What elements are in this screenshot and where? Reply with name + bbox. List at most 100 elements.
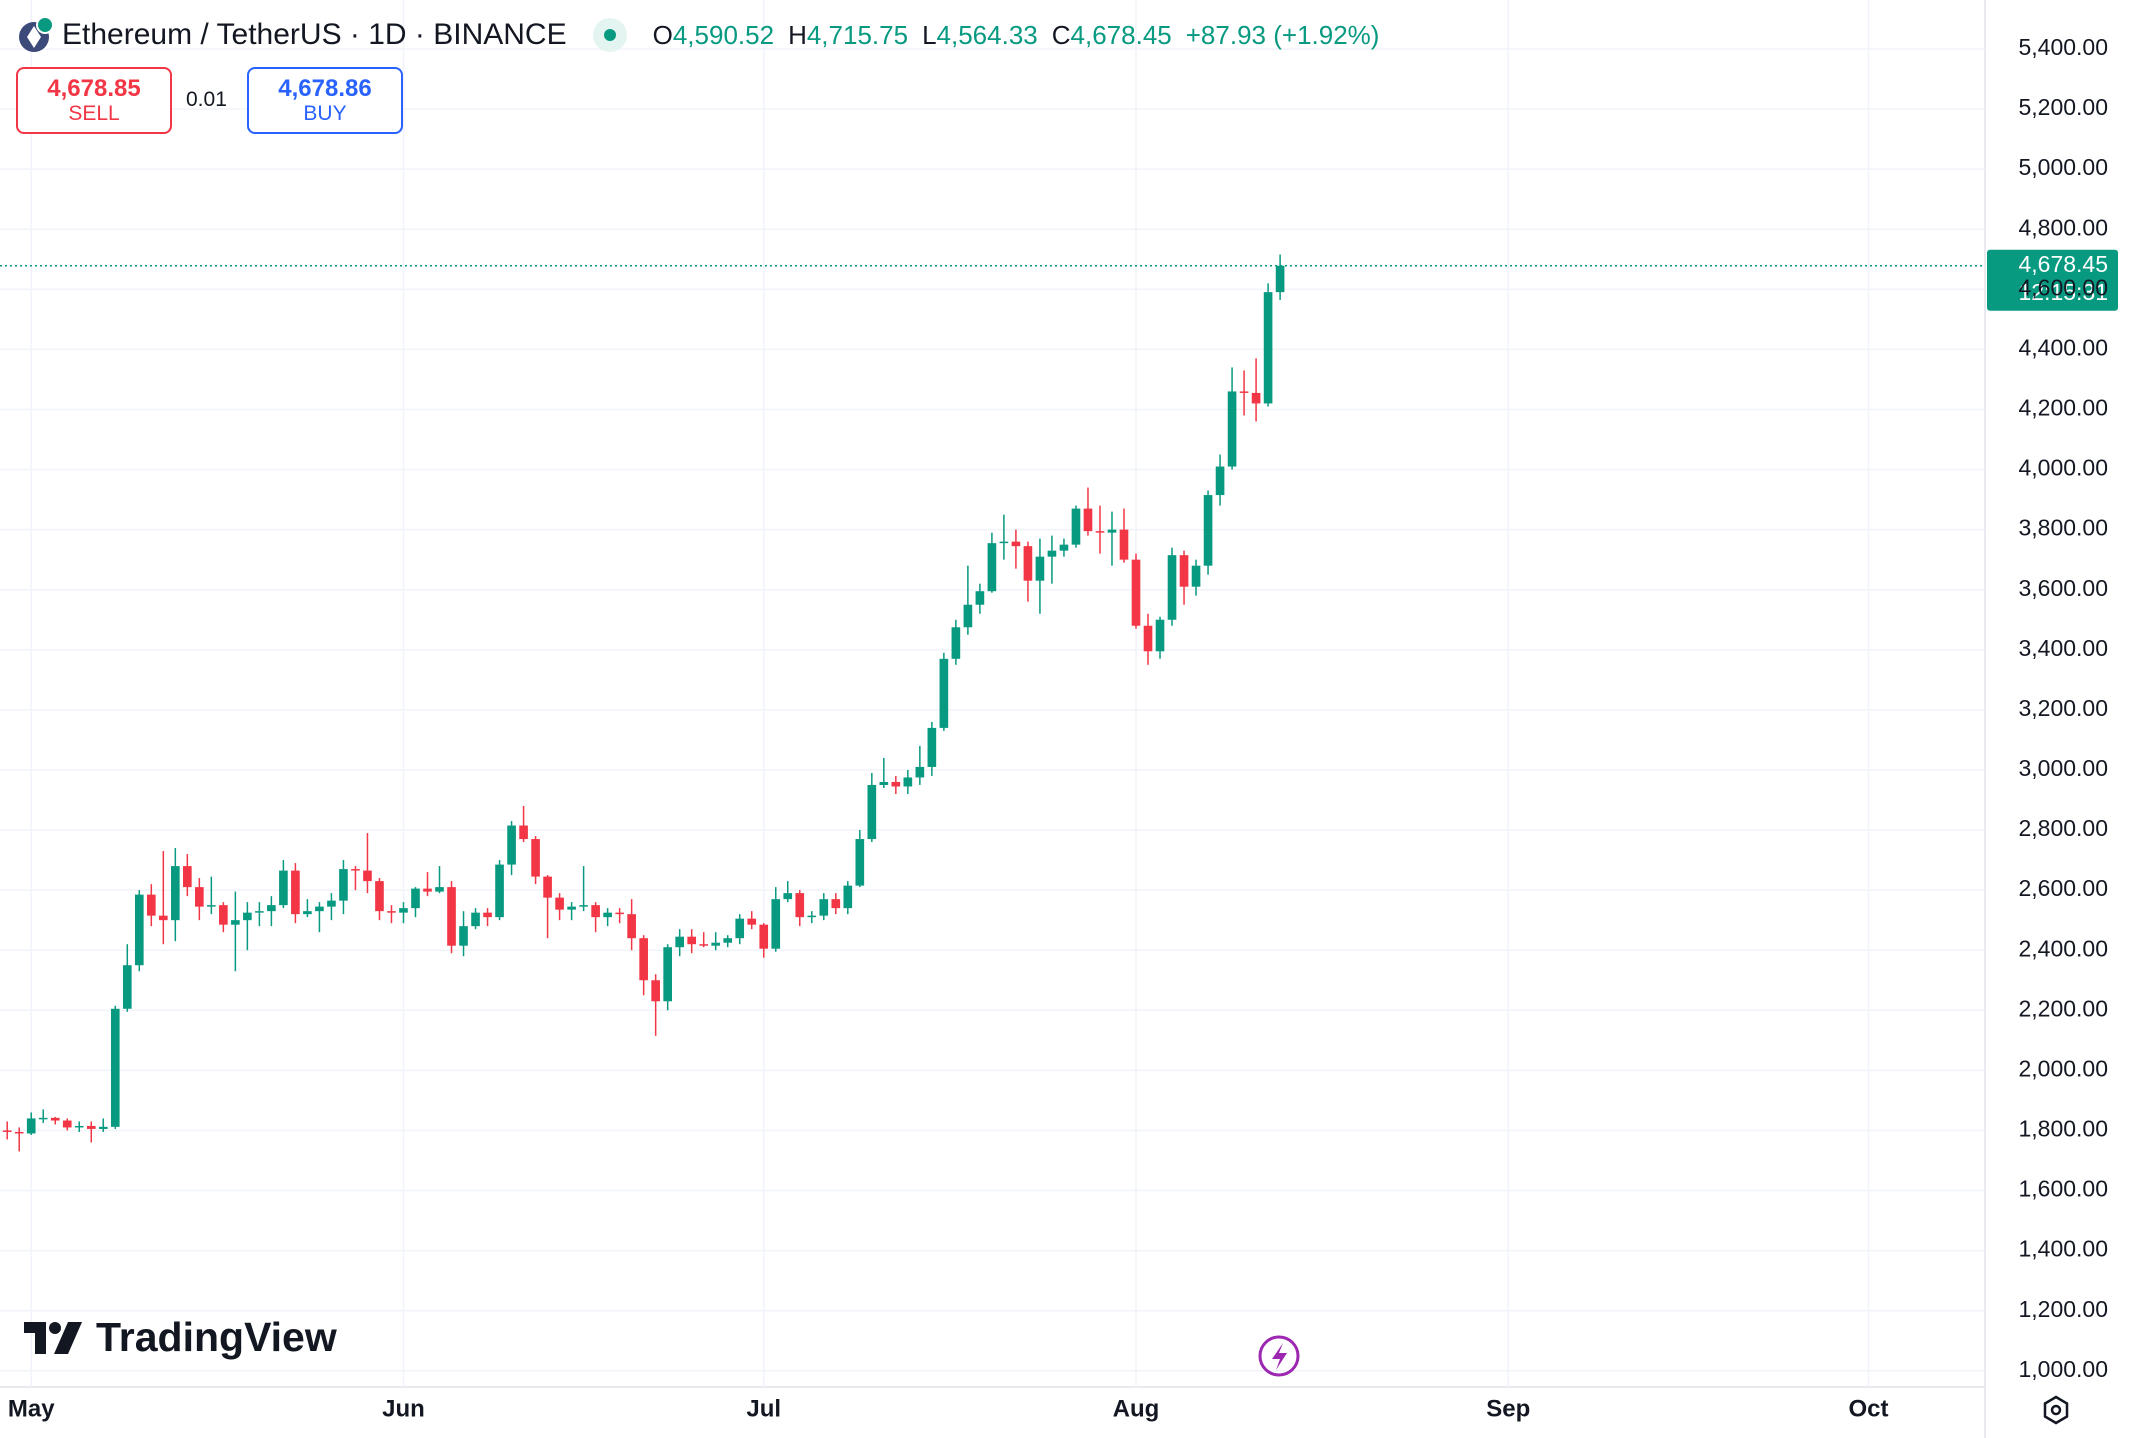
candle-body (1227, 391, 1237, 467)
logo-part (24, 1322, 46, 1354)
candle-body (987, 543, 997, 592)
candle-body (795, 893, 805, 918)
y-tick-label: 4,400.00 (2018, 334, 2108, 360)
logo-part (49, 1322, 61, 1334)
candle-body (195, 887, 204, 907)
last-price-label: 4,678.45 (2018, 251, 2108, 277)
candle-body (783, 893, 793, 900)
candle-body (1107, 529, 1117, 533)
candle-body (399, 908, 408, 913)
x-tick-label: Jun (382, 1395, 425, 1422)
candle-body (483, 912, 492, 918)
x-tick-label: Sep (1486, 1395, 1530, 1422)
candle-body (831, 899, 841, 909)
candle-body (1275, 265, 1285, 293)
candle-body (50, 1117, 60, 1121)
symbol-logo (19, 16, 54, 52)
candle-body (627, 914, 636, 939)
candle-body (158, 915, 168, 921)
candle-body (903, 777, 913, 787)
candle-body (543, 876, 552, 898)
candle-body (435, 887, 444, 892)
symbol-title: Ethereum / TetherUS · 1D · BINANCE (62, 18, 567, 51)
candle-body (1155, 619, 1165, 652)
candle-body (1035, 556, 1045, 581)
candle-body (2, 1130, 12, 1132)
candle-body (507, 825, 516, 865)
candle-body (375, 881, 384, 912)
candle-body (1251, 392, 1261, 404)
status-dot (603, 29, 616, 41)
candle-body (495, 864, 504, 918)
buy-button[interactable]: 4,678.86 BUY (247, 67, 403, 134)
candle-body (26, 1118, 36, 1134)
candle-body (1071, 508, 1081, 545)
high-label: H (788, 19, 807, 50)
candle-body (74, 1125, 84, 1128)
candle-body (1215, 466, 1225, 496)
candle-body (807, 915, 817, 918)
candle-body (1263, 292, 1273, 404)
lightning-circle[interactable] (1258, 1335, 1300, 1377)
candle-body (1143, 625, 1153, 652)
sell-label: SELL (68, 102, 120, 126)
candle-body (146, 894, 156, 916)
candle-body (411, 888, 420, 909)
ohlc: O 4,590.52 H 4,715.75 L 4,564.33 C 4,678.45 … (653, 20, 1380, 51)
candle-body (1119, 529, 1129, 560)
candle-body (255, 911, 264, 913)
candle-body (14, 1131, 24, 1134)
candle-body (963, 604, 973, 628)
candle-body (927, 727, 937, 767)
x-tick-label: Aug (1113, 1395, 1160, 1422)
tradingview-logo-icon (24, 1322, 82, 1354)
candle-body (1191, 565, 1201, 587)
close-label: C (1051, 19, 1071, 50)
candles (2, 254, 1285, 1152)
open-label: O (652, 19, 673, 50)
settings-icon-center[interactable] (2050, 1404, 2062, 1416)
y-tick-label: 2,200.00 (2018, 995, 2108, 1021)
candle-body (110, 1008, 120, 1127)
candle-body (1083, 508, 1093, 532)
market-status[interactable] (592, 18, 627, 52)
candle-body (855, 839, 865, 886)
candle-body (38, 1117, 48, 1120)
y-tick-label: 3,800.00 (2018, 515, 2108, 541)
candle-body (867, 784, 877, 840)
y-tick-label: 3,400.00 (2018, 635, 2108, 661)
candle-body (879, 781, 889, 785)
candle-body (98, 1126, 108, 1129)
candle-body (291, 870, 300, 915)
y-tick-label: 5,400.00 (2018, 34, 2108, 60)
candle-body (711, 942, 721, 946)
candle-body (327, 900, 336, 907)
x-tick-label: Jul (746, 1395, 781, 1422)
candle-body (975, 591, 985, 605)
lightning-icon[interactable] (1272, 1343, 1287, 1370)
logo-diamond (27, 26, 41, 48)
candle-body (1167, 555, 1177, 620)
sell-price: 4,678.85 (47, 74, 141, 102)
candle-body (591, 905, 600, 918)
candle-body (771, 899, 781, 949)
y-tick-label: 1,600.00 (2018, 1176, 2108, 1202)
candle-body (687, 936, 697, 945)
candle-body (122, 965, 132, 1009)
settings-icon[interactable] (2043, 1395, 2069, 1425)
y-tick-label: 1,200.00 (2018, 1296, 2108, 1322)
candle-body (1011, 541, 1021, 547)
candle-body (915, 766, 925, 778)
candle-body (747, 918, 757, 925)
candle-body (219, 905, 228, 925)
sell-button[interactable]: 4,678.85 SELL (16, 67, 172, 134)
candle-body (843, 885, 853, 909)
y-tick-label: 3,000.00 (2018, 755, 2108, 781)
low-value: 4,564.33 (936, 19, 1038, 50)
candle-body (603, 912, 612, 918)
candle-body (651, 980, 660, 1002)
lightning-button[interactable] (1258, 1335, 1300, 1377)
open-value: 4,590.52 (672, 19, 775, 50)
